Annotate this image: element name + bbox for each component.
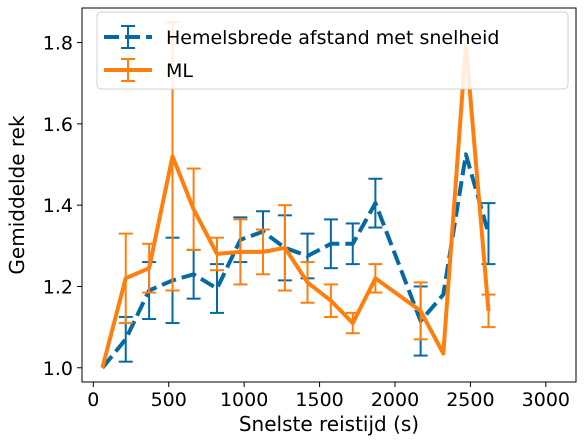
error-bar	[345, 311, 360, 335]
legend-box	[96, 11, 569, 90]
legend-label-hemelsbrede: Hemelsbrede afstand met snelheid	[166, 27, 499, 49]
x-axis: 0 500 1000 1500 2000 2500 3000	[87, 382, 570, 411]
error-bar	[300, 261, 315, 304]
error-bar	[323, 218, 338, 270]
x-axis-label: Snelste reistijd (s)	[239, 412, 419, 436]
error-bar	[368, 177, 383, 229]
x-tick-label: 3000	[522, 389, 570, 411]
error-bar	[142, 242, 157, 294]
error-bar	[210, 236, 225, 272]
x-tick-label: 2500	[446, 389, 494, 411]
y-tick-label: 1.0	[43, 358, 73, 380]
legend-marker-ml	[104, 58, 152, 82]
y-axis: 1.0 1.2 1.4 1.6 1.8	[43, 33, 82, 380]
x-tick-label: 0	[87, 389, 99, 411]
y-axis-label: Gemiddelde rek	[5, 115, 29, 275]
x-tick-label: 500	[151, 389, 187, 411]
error-bar	[368, 263, 383, 294]
error-bar	[233, 218, 248, 286]
series-line	[100, 152, 491, 370]
error-bar	[345, 222, 360, 266]
x-tick-label: 1500	[295, 389, 343, 411]
legend-label-ml: ML	[166, 60, 193, 82]
y-tick-label: 1.4	[43, 195, 73, 217]
error-bar	[323, 283, 338, 318]
error-bar	[186, 167, 201, 251]
plot-series	[100, 21, 496, 370]
error-bar	[118, 232, 133, 325]
plot-area-frame	[81, 7, 577, 383]
y-tick-label: 1.6	[43, 114, 73, 136]
legend: Hemelsbrede afstand met snelheid ML	[96, 11, 569, 90]
error-bar	[277, 204, 292, 292]
error-bar	[256, 228, 271, 276]
y-tick-label: 1.2	[43, 276, 73, 298]
x-tick-label: 2000	[371, 389, 419, 411]
x-tick-label: 1000	[220, 389, 268, 411]
legend-marker-hemelsbrede	[104, 25, 152, 49]
error-bar	[481, 293, 496, 329]
series-ml	[100, 21, 496, 369]
error-bar	[413, 281, 428, 341]
y-tick-label: 1.8	[43, 33, 73, 55]
